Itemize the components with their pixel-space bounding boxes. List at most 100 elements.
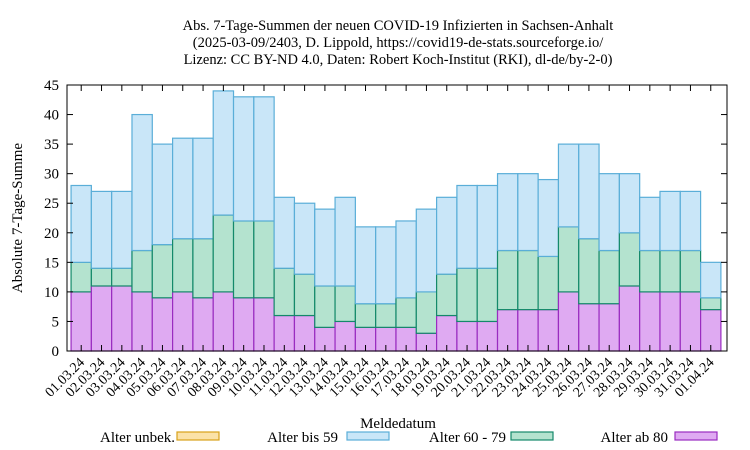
bar-segment [598,173,620,252]
bar-segment [151,297,174,352]
bar-segment [70,291,92,352]
legend-label: Alter bis 59 [267,430,338,446]
bar-segment [395,297,417,328]
bar-segment [699,297,722,311]
bar-segment [354,226,377,305]
bar-segment [557,226,580,293]
bar-segment [253,220,275,299]
bar-segment [172,238,194,293]
bar-segment [578,303,600,352]
bar-segment [578,238,600,305]
legend-label: Alter 60 - 79 [429,430,506,446]
bar-segment [232,96,255,222]
bar-segment [659,291,681,352]
bar-segment [699,261,722,299]
chart-title-line-2: (2025-03-09/2403, D. Lippold, https://co… [193,35,604,51]
chart-title: Abs. 7-Tage-Summen der neuen COVID-19 In… [183,18,614,68]
bar-segment [456,184,478,269]
bar-segment [90,285,113,352]
bar-segment [314,285,336,328]
bar-segment [537,309,560,352]
legend-swatch [346,431,390,441]
bar-segment [517,249,539,311]
bar-segment [192,238,214,299]
y-tick-label: 10 [44,285,59,301]
bar-area [70,90,722,352]
bar-segment [151,143,174,246]
bar-segment [293,202,316,275]
bar-segment [557,143,580,228]
bar-segment [679,291,702,352]
y-axis: 0 5 10 15 20 25 30 35 40 45 [44,78,727,360]
bar-segment [90,190,113,269]
bar-segment [151,244,174,299]
bar-segment [90,267,113,287]
y-tick-label: 30 [44,167,59,183]
bar-segment [618,285,641,352]
bar-segment [375,226,397,305]
bar-segment [639,249,661,293]
bar-segment [679,190,702,252]
bar-segment [517,309,539,352]
x-axis: 01.03.2402.03.2403.03.2404.03.2405.03.24… [43,85,718,400]
bar-segment [557,291,580,352]
y-tick-label: 15 [44,255,59,271]
legend: Alter unbek. Alter bis 59 Alter 60 - 79 Alt… [100,430,718,446]
bar-segment [375,303,397,328]
bar-segment [253,297,275,352]
bar-segment [70,184,92,263]
bar-segment [334,285,356,323]
plot-frame [66,84,728,352]
y-tick-label: 45 [44,78,59,94]
bar-segment [232,297,255,352]
bar-segment [111,267,133,287]
bar-segment [639,196,661,252]
bar-segment [172,137,194,240]
bar-segment [70,261,92,293]
bar-segment [192,297,214,352]
y-tick-label: 0 [52,344,60,360]
bar-segment [192,137,214,240]
bar-segment [273,267,296,317]
bar-segment [232,220,255,299]
bar-segment [679,249,702,293]
bar-segment [537,178,560,258]
bar-segment [618,173,641,234]
chart-title-line-3: Lizenz: CC BY-ND 4.0, Daten: Robert Koch… [184,52,613,68]
bar-segment [111,190,133,269]
bar-segment [212,214,235,293]
bar-segment [699,309,722,352]
bar-segment [314,208,336,287]
bar-segment [537,255,560,311]
bar-segment [131,291,153,352]
bar-segment [659,190,681,252]
x-axis-label: Meldedatum [360,416,436,432]
bar-segment [415,291,438,334]
bar-segment [111,285,133,352]
bar-segment [436,273,458,317]
bar-segment [496,249,519,311]
bar-segment [253,96,275,222]
bar-segment [131,249,153,293]
y-tick-label: 5 [52,314,60,330]
bar-segment [212,291,235,352]
chart-title-line-1: Abs. 7-Tage-Summen der neuen COVID-19 In… [183,18,614,34]
bar-segment [578,143,600,240]
bar-segment [212,90,235,216]
legend-swatch [176,431,220,441]
y-tick-label: 35 [44,137,59,153]
bar-segment [456,267,478,323]
legend-label: Alter unbek. [100,430,175,446]
bar-segment [354,303,377,328]
bar-segment [598,303,620,352]
bar-segment [659,249,681,293]
bar-segment [273,196,296,269]
bar-segment [476,184,499,269]
y-tick-label: 20 [44,226,59,242]
bar-segment [395,220,417,299]
bar-segment [639,291,661,352]
bar-segment [131,113,153,252]
bar-segment [496,309,519,352]
y-tick-label: 40 [44,108,59,124]
